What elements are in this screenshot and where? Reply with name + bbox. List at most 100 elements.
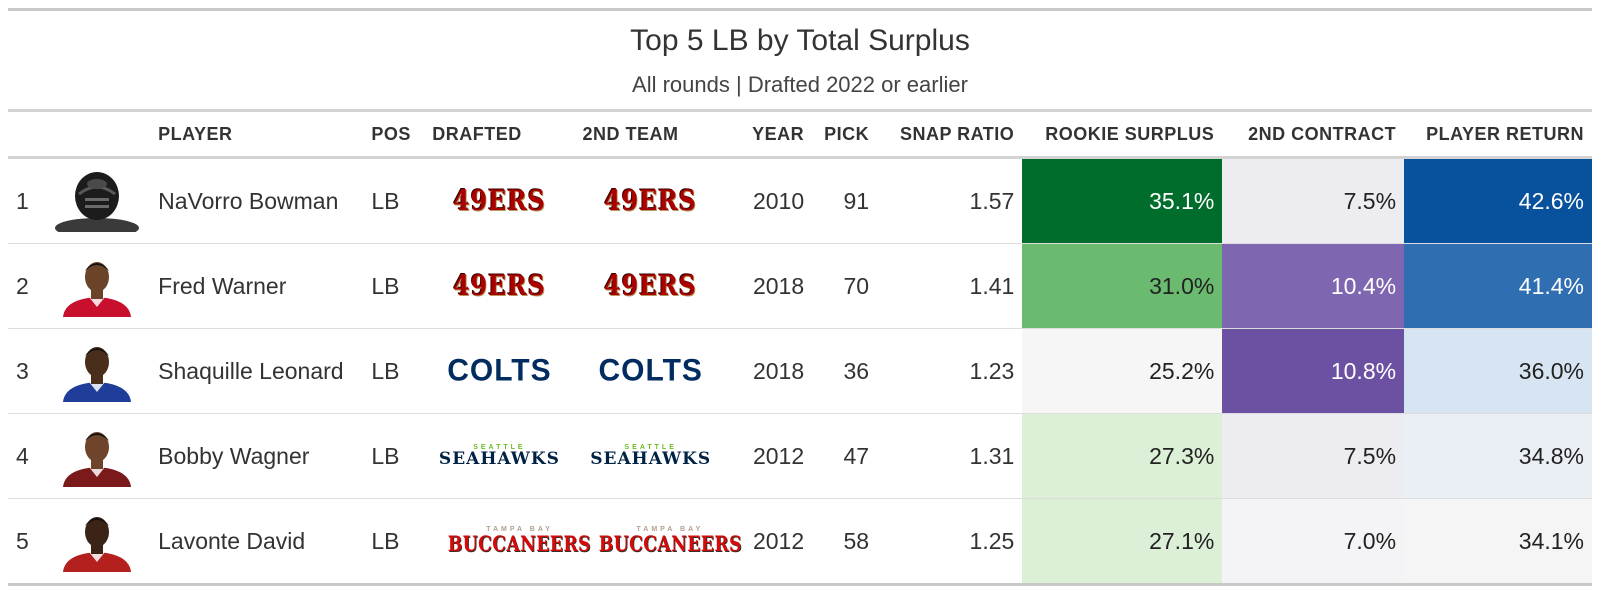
headshot-cell xyxy=(44,413,151,499)
drafted-team-cell: SEATTLE SEAHAWKS xyxy=(424,413,575,499)
player-return-cell: 41.4% xyxy=(1404,243,1592,329)
rookie-surplus-cell: 27.3% xyxy=(1022,413,1223,499)
table-subtitle: All rounds | Drafted 2022 or earlier xyxy=(632,72,968,97)
player-return-cell: 36.0% xyxy=(1404,328,1592,414)
rookie-surplus-cell: 35.1% xyxy=(1022,157,1223,244)
table-row: 2 Fred Warner LB 49ERS 49ERS 2018 70 1.41 31.0% 1… xyxy=(8,243,1592,329)
col-headshot-header xyxy=(44,112,151,159)
snap-ratio-cell: 1.41 xyxy=(877,243,1023,329)
player-name-cell: Fred Warner xyxy=(150,243,364,329)
second-team-logo: COLTS xyxy=(598,355,702,387)
second-team-logo: 49ERS xyxy=(604,268,697,302)
logo-text: BUCCANEERS xyxy=(598,530,742,556)
second-contract-cell: 7.0% xyxy=(1222,498,1405,586)
logo-text: SEAHAWKS xyxy=(590,448,712,469)
second-team-cell: SEATTLE SEAHAWKS xyxy=(574,413,727,499)
logo-text: BUCCANEERS xyxy=(447,530,592,556)
snap-ratio-cell: 1.23 xyxy=(877,328,1023,414)
col-year-header[interactable]: YEAR xyxy=(726,112,813,159)
player-return-cell: 42.6% xyxy=(1404,157,1592,244)
second-team-cell: TAMPA BAY BUCCANEERS xyxy=(574,498,741,586)
logo-text: 49ERS xyxy=(453,183,546,217)
headshot-cell xyxy=(44,328,151,414)
drafted-team-logo: SEATTLE SEAHAWKS xyxy=(439,444,560,468)
player-name-cell: NaVorro Bowman xyxy=(150,157,364,244)
rank-cell: 2 xyxy=(8,243,45,329)
headshot-cell xyxy=(44,498,151,586)
pick-cell: 70 xyxy=(812,243,878,329)
logo-small-text: SEATTLE xyxy=(624,443,677,451)
rank-cell: 4 xyxy=(8,413,45,499)
headshot-cell xyxy=(44,243,151,329)
second-contract-cell: 7.5% xyxy=(1222,413,1405,499)
logo-text: SEAHAWKS xyxy=(438,448,560,469)
table-body: 1 NaVorro Bowman LB 49ERS 49ERS 2010 91 1.57 35.… xyxy=(8,157,1592,586)
snap-ratio-cell: 1.31 xyxy=(877,413,1023,499)
col-drafted-header[interactable]: DRAFTED xyxy=(424,112,575,159)
lb-surplus-table: PLAYER POS DRAFTED 2ND TEAM YEAR PICK SN… xyxy=(8,112,1592,586)
position-cell: LB xyxy=(363,498,425,586)
rank-cell: 1 xyxy=(8,157,45,244)
second-contract-cell: 10.8% xyxy=(1222,328,1405,414)
col-second-contract-header[interactable]: 2ND CONTRACT xyxy=(1222,112,1405,159)
player-headshot-icon xyxy=(63,262,132,317)
rookie-surplus-cell: 25.2% xyxy=(1022,328,1223,414)
table-row: 3 Shaquille Leonard LB COLTS COLTS 2018 36 1.23… xyxy=(8,328,1592,414)
col-pick-header[interactable]: PICK xyxy=(812,112,878,159)
drafted-team-logo: 49ERS xyxy=(453,268,546,302)
table-container: Top 5 LB by Total Surplus All rounds | D… xyxy=(8,8,1592,586)
player-return-cell: 34.1% xyxy=(1404,498,1592,586)
col-snap-ratio-header[interactable]: SNAP RATIO xyxy=(877,112,1023,159)
pick-cell: 91 xyxy=(812,157,878,244)
second-team-logo: 49ERS xyxy=(604,183,697,217)
header-row: PLAYER POS DRAFTED 2ND TEAM YEAR PICK SN… xyxy=(8,112,1592,159)
snap-ratio-cell: 1.25 xyxy=(877,498,1023,586)
second-team-cell: 49ERS xyxy=(574,157,727,244)
second-team-cell: COLTS xyxy=(574,328,727,414)
drafted-team-cell: 49ERS xyxy=(424,243,575,329)
logo-text: 49ERS xyxy=(604,183,697,217)
player-headshot-icon xyxy=(63,347,132,402)
logo-text: 49ERS xyxy=(604,268,697,302)
table-row: 4 Bobby Wagner LB SEATTLE SEAHAWKS SEATTLE SEA… xyxy=(8,413,1592,499)
second-contract-cell: 7.5% xyxy=(1222,157,1405,244)
table-row: 5 Lavonte David LB TAMPA BAY BUCCANEERS TAMPA… xyxy=(8,498,1592,586)
position-cell: LB xyxy=(363,328,425,414)
table-row: 1 NaVorro Bowman LB 49ERS 49ERS 2010 91 1.57 35.… xyxy=(8,157,1592,244)
player-return-cell: 34.8% xyxy=(1404,413,1592,499)
col-player-header[interactable]: PLAYER xyxy=(150,112,364,159)
col-pos-header[interactable]: POS xyxy=(363,112,425,159)
player-headshot-icon xyxy=(55,172,140,232)
pick-cell: 36 xyxy=(812,328,878,414)
logo-small-text: TAMPA BAY xyxy=(486,525,553,533)
rookie-surplus-cell: 31.0% xyxy=(1022,243,1223,329)
headshot-cell xyxy=(44,157,151,244)
drafted-team-logo: 49ERS xyxy=(453,183,546,217)
table-title: Top 5 LB by Total Surplus xyxy=(630,24,970,57)
player-headshot-icon xyxy=(63,432,132,487)
logo-text: 49ERS xyxy=(453,268,546,302)
year-cell: 2018 xyxy=(726,243,813,329)
logo-small-text: SEATTLE xyxy=(473,443,526,451)
drafted-team-logo: COLTS xyxy=(447,355,551,387)
player-name-cell: Shaquille Leonard xyxy=(150,328,364,414)
snap-ratio-cell: 1.57 xyxy=(877,157,1023,244)
second-team-logo: TAMPA BAY BUCCANEERS xyxy=(583,526,758,554)
col-rank-header xyxy=(8,112,45,159)
top-rule xyxy=(8,8,1592,11)
col-rookie-surplus-header[interactable]: ROOKIE SURPLUS xyxy=(1022,112,1223,159)
drafted-team-cell: 49ERS xyxy=(424,157,575,244)
header-rule xyxy=(8,109,1592,112)
position-cell: LB xyxy=(363,243,425,329)
logo-small-text: TAMPA BAY xyxy=(636,525,704,533)
rank-cell: 5 xyxy=(8,498,45,586)
pick-cell: 58 xyxy=(812,498,878,586)
pick-cell: 47 xyxy=(812,413,878,499)
col-player-return-header[interactable]: PLAYER RETURN xyxy=(1404,112,1592,159)
col-second-team-header[interactable]: 2ND TEAM xyxy=(574,112,727,159)
year-cell: 2018 xyxy=(726,328,813,414)
rank-cell: 3 xyxy=(8,328,45,414)
year-cell: 2012 xyxy=(726,413,813,499)
rookie-surplus-cell: 27.1% xyxy=(1022,498,1223,586)
year-cell: 2010 xyxy=(726,157,813,244)
